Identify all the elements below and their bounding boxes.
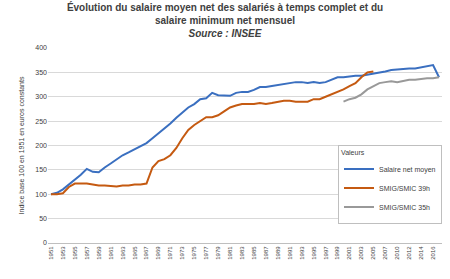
svg-text:0: 0	[43, 239, 47, 246]
svg-text:1959: 1959	[96, 246, 102, 260]
svg-text:1975: 1975	[191, 246, 197, 260]
svg-text:2003: 2003	[358, 246, 364, 260]
svg-text:2016: 2016	[430, 246, 436, 260]
svg-text:2012: 2012	[406, 246, 412, 260]
svg-text:1987: 1987	[263, 246, 269, 260]
svg-text:Évolution du salaire moyen net: Évolution du salaire moyen net des salar…	[67, 1, 383, 39]
svg-text:1991: 1991	[287, 246, 293, 260]
svg-text:1999: 1999	[334, 246, 340, 260]
svg-text:1981: 1981	[227, 246, 233, 260]
svg-text:1957: 1957	[84, 246, 90, 260]
svg-text:2007: 2007	[382, 246, 388, 260]
svg-text:1997: 1997	[323, 246, 329, 260]
svg-text:2001: 2001	[346, 246, 352, 260]
svg-text:200: 200	[35, 142, 47, 149]
svg-text:1967: 1967	[143, 246, 149, 260]
svg-text:1979: 1979	[215, 246, 221, 260]
svg-text:400: 400	[35, 44, 47, 51]
svg-text:1971: 1971	[167, 246, 173, 260]
svg-text:100: 100	[35, 191, 47, 198]
svg-text:1955: 1955	[72, 246, 78, 260]
svg-text:1983: 1983	[239, 246, 245, 260]
svg-text:1951: 1951	[48, 246, 54, 260]
svg-text:2014: 2014	[418, 246, 424, 260]
svg-text:1963: 1963	[120, 246, 126, 260]
svg-text:1973: 1973	[179, 246, 185, 260]
svg-text:1995: 1995	[311, 246, 317, 260]
svg-text:SMIG/SMIC 39h: SMIG/SMIC 39h	[379, 185, 430, 192]
svg-text:300: 300	[35, 93, 47, 100]
svg-text:2010: 2010	[394, 246, 400, 260]
svg-text:Salaire net moyen: Salaire net moyen	[379, 166, 436, 174]
svg-text:1965: 1965	[132, 246, 138, 260]
svg-text:2005: 2005	[370, 246, 376, 260]
svg-text:1969: 1969	[155, 246, 161, 260]
svg-text:350: 350	[35, 69, 47, 76]
svg-text:1985: 1985	[251, 246, 257, 260]
svg-text:1953: 1953	[60, 246, 66, 260]
svg-text:Indice base 100 en 1951 en eur: Indice base 100 en 1951 en euros constan…	[18, 76, 25, 214]
svg-text:50: 50	[39, 215, 47, 222]
svg-text:1993: 1993	[299, 246, 305, 260]
svg-text:Valeurs: Valeurs	[341, 149, 365, 156]
svg-text:1989: 1989	[275, 246, 281, 260]
svg-text:1961: 1961	[108, 246, 114, 260]
svg-text:1977: 1977	[203, 246, 209, 260]
svg-text:250: 250	[35, 118, 47, 125]
svg-text:150: 150	[35, 166, 47, 173]
svg-text:SMIG/SMIC 35h: SMIG/SMIC 35h	[379, 204, 430, 211]
